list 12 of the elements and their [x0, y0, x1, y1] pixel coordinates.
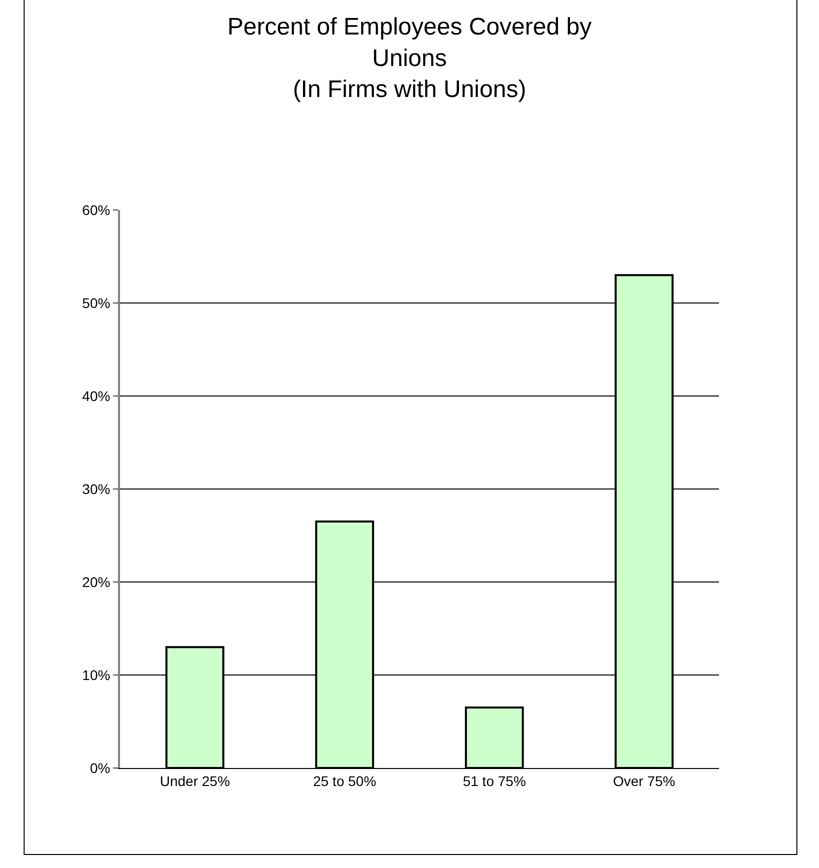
y-tick-label: 20%	[82, 574, 110, 590]
y-tick-label: 30%	[82, 480, 110, 497]
y-tick-label: 40%	[82, 388, 110, 404]
x-tick-label: Over 75%	[613, 772, 676, 789]
y-tick-label: 0%	[90, 760, 110, 776]
y-tick-label: 50%	[82, 294, 110, 311]
x-tick-label: 25 to 50%	[313, 772, 376, 789]
y-tick-label: 10%	[82, 666, 110, 683]
chart-title: Percent of Employees Covered by Unions (In Firms with Unions)	[227, 14, 592, 104]
y-tick-label: 60%	[82, 202, 110, 218]
x-tick-label: 51 to 75%	[462, 772, 526, 789]
x-tick-label: Under 25%	[160, 772, 230, 789]
